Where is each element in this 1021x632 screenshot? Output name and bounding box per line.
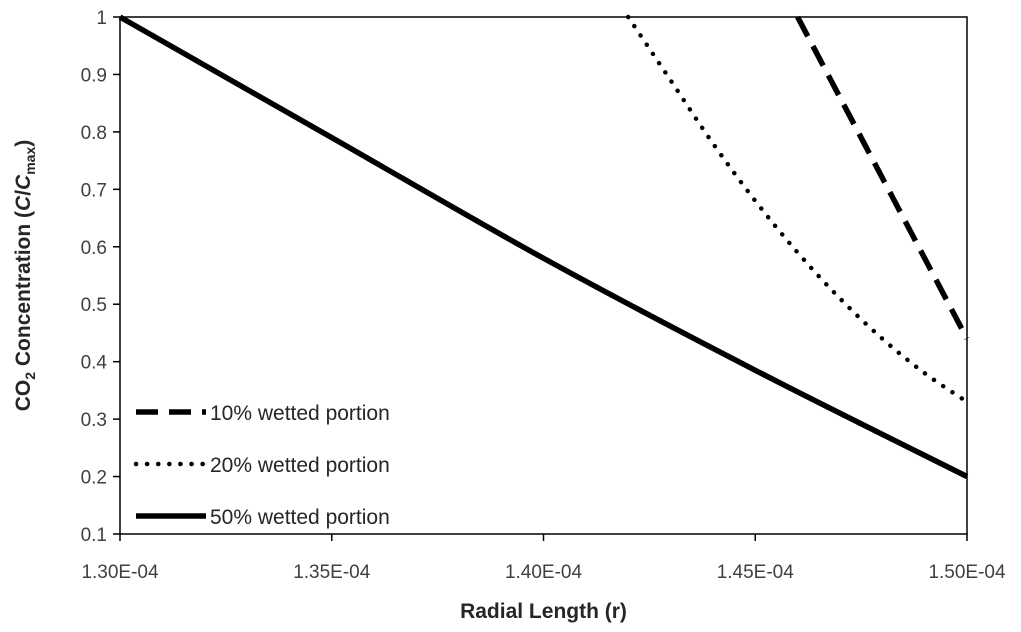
x-tick-label: 1.40E-04 [505, 562, 583, 583]
y-tick-label: 0.2 [81, 468, 107, 489]
legend-label-3: 50% wetted portion [210, 506, 390, 529]
y-tick-label: 0.7 [81, 180, 107, 201]
y-tick-label: 0.5 [81, 295, 107, 316]
y-axis-title-part: CO [12, 380, 35, 412]
plot-area: 0.10.20.30.40.50.60.70.80.91 1.30E-04 1.3… [81, 8, 1006, 583]
y-axis-title: CO2 Concentration (C/Cmax) [12, 140, 38, 412]
y-tick-label: 0.4 [81, 353, 108, 374]
y-axis-title-part: ) [12, 140, 35, 147]
series-line-1 [795, 15, 970, 340]
y-axis-title-italic: C [12, 174, 35, 190]
y-tick-label: 0.9 [81, 65, 107, 86]
y-axis-title-subscript: 2 [22, 372, 38, 380]
x-tick-label: 1.35E-04 [293, 562, 371, 583]
series-lines [118, 14, 970, 480]
y-tick-label: 0.6 [81, 238, 107, 259]
x-tick-label: 1.45E-04 [717, 562, 795, 583]
x-axis-ticks: 1.30E-04 1.35E-04 1.40E-04 1.45E-04 1.50E-04 [81, 534, 1006, 583]
y-axis-title-part: / [12, 190, 35, 196]
y-tick-label: 0.1 [81, 525, 107, 546]
legend-label-2: 20% wetted portion [210, 454, 390, 477]
y-axis-title-part: Concentration ( [12, 211, 35, 372]
x-tick-label: 1.30E-04 [81, 562, 159, 583]
y-tick-label: 0.3 [81, 410, 107, 431]
y-axis-title-italic: C [12, 195, 35, 211]
y-axis-title-subscript: max [22, 147, 38, 175]
series-line-2 [625, 14, 970, 405]
series-line-3 [118, 14, 969, 480]
legend-label-1: 10% wetted portion [210, 402, 390, 425]
legend: 10% wetted portion 20% wetted portion 50% … [133, 402, 390, 529]
y-tick-label: 1 [96, 8, 107, 29]
x-tick-label: 1.50E-04 [928, 562, 1006, 583]
y-tick-label: 0.8 [81, 123, 107, 144]
y-axis-ticks: 0.1 0.2 0.3 0.4 0.5 0.6 0.7 0.8 0.9 1 [81, 8, 120, 546]
x-axis-title: Radial Length (r) [460, 600, 627, 623]
